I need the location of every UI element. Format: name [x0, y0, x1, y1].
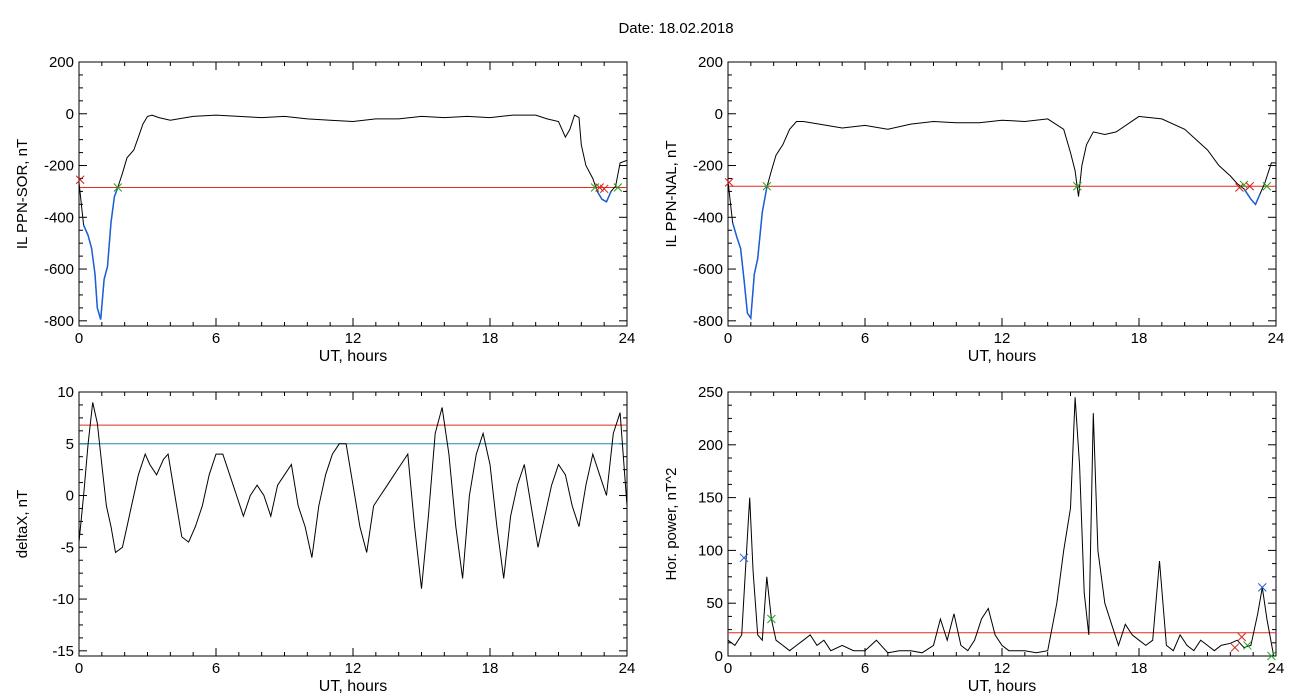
- cross-marker: [762, 181, 772, 191]
- cross-marker: [1239, 180, 1249, 190]
- chart-panel-1: 0 6 12 18 24 200 0 -200 -400 -600 -800 UT, hours IL …: [14, 54, 635, 365]
- below-threshold-segment: [1243, 188, 1261, 206]
- cross-marker: [1235, 183, 1244, 192]
- x-tick-label: 12: [994, 660, 1011, 677]
- y-tick-label: 200: [698, 54, 723, 71]
- cross-marker: [75, 175, 85, 185]
- below-threshold-segment: [596, 191, 612, 203]
- x-axis-label: UT, hours: [968, 348, 1036, 365]
- x-axis-label: UT, hours: [968, 678, 1036, 695]
- below-threshold-segment: [731, 187, 768, 321]
- y-axis-label: Hor. power, nT^2: [663, 468, 680, 581]
- cross-marker: [1262, 181, 1272, 191]
- y-tick-label: -800: [693, 313, 723, 330]
- y-tick-label: 200: [49, 54, 74, 71]
- x-tick-label: 6: [861, 330, 869, 347]
- y-tick-label: -400: [44, 209, 74, 226]
- x-tick-label: 18: [1131, 660, 1148, 677]
- x-axis-label: UT, hours: [319, 678, 387, 695]
- cross-marker: [1245, 181, 1255, 191]
- x-tick-label: 18: [482, 660, 499, 677]
- cross-marker: [1072, 181, 1082, 191]
- y-tick-label: -800: [44, 313, 74, 330]
- below-threshold-segment: [82, 187, 119, 320]
- y-tick-label: 150: [698, 490, 723, 507]
- series-line: [728, 397, 1276, 656]
- x-tick-label: 0: [75, 660, 83, 677]
- plot-frame: [727, 391, 1277, 657]
- x-tick-label: 24: [619, 660, 636, 677]
- panels: 0 6 12 18 24 200 0 -200 -400 -600 -800 UT, hours IL …: [14, 54, 1284, 695]
- y-tick-label: 0: [715, 106, 723, 123]
- y-tick-label: -5: [61, 539, 74, 556]
- series-line: [728, 115, 1276, 320]
- x-axis-label: UT, hours: [319, 348, 387, 365]
- cross-marker: [1257, 583, 1267, 592]
- y-tick-label: 250: [698, 384, 723, 401]
- y-tick-label: -600: [693, 261, 723, 278]
- y-tick-label: 0: [66, 106, 74, 123]
- cross-marker: [1243, 641, 1252, 650]
- x-tick-label: 6: [212, 660, 220, 677]
- y-axis-label: IL PPN-SOR, nT: [14, 139, 31, 249]
- y-tick-label: -10: [52, 591, 74, 608]
- plot-frame: [78, 61, 628, 327]
- series-line: [79, 114, 627, 320]
- chart-panel-4: 0 6 12 18 24 250 200 150 100 50 0 UT, hours Hor. pow…: [663, 384, 1284, 695]
- y-axis-label: deltaX, nT: [14, 490, 31, 558]
- cross-marker: [1237, 632, 1247, 642]
- figure-title: Date: 18.02.2018: [618, 20, 733, 37]
- y-tick-label: -15: [52, 643, 74, 660]
- x-tick-label: 0: [724, 330, 732, 347]
- x-tick-label: 18: [1131, 330, 1148, 347]
- plot-frame: [78, 391, 628, 657]
- cross-marker: [767, 614, 776, 624]
- x-tick-label: 6: [861, 660, 869, 677]
- x-tick-label: 24: [619, 330, 636, 347]
- y-tick-label: 50: [706, 595, 723, 612]
- x-tick-label: 12: [345, 660, 362, 677]
- y-tick-label: -200: [44, 158, 74, 175]
- plot-frame: [727, 61, 1277, 327]
- cross-marker: [1230, 643, 1240, 652]
- y-axis-label: IL PPN-NAL, nT: [663, 141, 680, 248]
- cross-marker: [590, 183, 600, 192]
- y-tick-label: 10: [57, 384, 74, 401]
- cross-marker: [613, 183, 623, 192]
- x-tick-label: 0: [75, 330, 83, 347]
- y-tick-label: 5: [66, 436, 74, 453]
- y-tick-label: 200: [698, 437, 723, 454]
- cross-marker: [724, 177, 734, 187]
- cross-marker: [113, 183, 123, 192]
- y-tick-label: -400: [693, 209, 723, 226]
- x-tick-label: 12: [345, 330, 362, 347]
- chart-panel-3: 0 6 12 18 24 10 5 0 -5 -10 -15 UT, hours deltaX, nT: [14, 384, 635, 695]
- y-tick-label: 100: [698, 542, 723, 559]
- y-tick-label: -600: [44, 261, 74, 278]
- x-tick-label: 24: [1268, 660, 1285, 677]
- chart-panel-2: 0 6 12 18 24 200 0 -200 -400 -600 -800 UT, hours IL …: [663, 54, 1284, 365]
- x-tick-label: 0: [724, 660, 732, 677]
- x-tick-label: 18: [482, 330, 499, 347]
- x-tick-label: 6: [212, 330, 220, 347]
- cross-marker: [1267, 651, 1276, 661]
- y-tick-label: -200: [693, 158, 723, 175]
- series-line: [79, 402, 627, 589]
- y-tick-label: 0: [66, 488, 74, 505]
- x-tick-label: 12: [994, 330, 1011, 347]
- cross-marker: [739, 553, 749, 563]
- y-tick-label: 0: [715, 648, 723, 665]
- cross-marker: [599, 184, 609, 194]
- x-tick-label: 24: [1268, 330, 1285, 347]
